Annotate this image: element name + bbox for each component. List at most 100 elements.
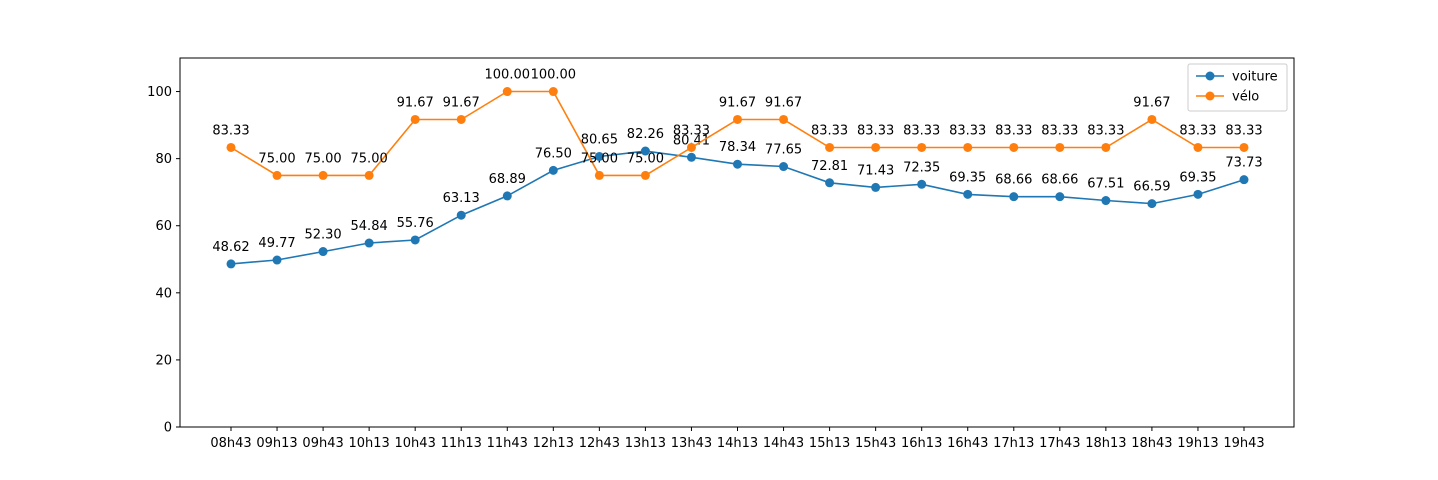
data-label-0: 49.77 [258, 236, 295, 251]
data-label-0: 72.81 [811, 159, 848, 174]
data-label-1: 91.67 [443, 95, 480, 110]
data-label-0: 73.73 [1225, 156, 1262, 171]
data-label-0: 76.50 [535, 146, 572, 161]
data-point-1 [1055, 142, 1065, 152]
data-label-1: 75.00 [258, 151, 295, 166]
data-point-0 [963, 189, 973, 199]
y-tick-label: 60 [155, 219, 172, 234]
data-label-1: 83.33 [857, 123, 894, 138]
data-point-0 [226, 259, 236, 269]
data-point-0 [1101, 196, 1111, 206]
data-label-1: 83.33 [212, 123, 249, 138]
x-tick-label: 09h43 [302, 436, 343, 451]
data-point-1 [548, 87, 558, 97]
x-tick-label: 17h13 [993, 436, 1034, 451]
data-label-0: 48.62 [212, 240, 249, 255]
data-label-0: 55.76 [397, 216, 434, 231]
data-point-0 [686, 152, 696, 162]
data-label-1: 100.00 [531, 68, 577, 83]
data-label-1: 83.33 [673, 123, 710, 138]
data-label-0: 69.35 [1179, 170, 1216, 185]
data-label-0: 52.30 [304, 228, 341, 243]
data-point-1 [456, 114, 466, 124]
data-point-0 [779, 162, 789, 172]
data-label-0: 80.41 [673, 133, 710, 148]
data-label-0: 67.51 [1087, 177, 1124, 192]
data-point-1 [1009, 142, 1019, 152]
data-point-0 [1147, 199, 1157, 209]
x-tick-label: 11h13 [441, 436, 482, 451]
data-point-1 [318, 170, 328, 180]
data-label-1: 75.00 [581, 151, 618, 166]
x-tick-label: 18h13 [1085, 436, 1126, 451]
data-point-0 [364, 238, 374, 248]
data-point-1 [640, 170, 650, 180]
x-tick-label: 13h43 [671, 436, 712, 451]
data-point-1 [779, 114, 789, 124]
data-point-1 [825, 142, 835, 152]
data-label-1: 91.67 [397, 95, 434, 110]
data-point-1 [364, 170, 374, 180]
data-point-0 [733, 159, 742, 169]
x-tick-label: 19h13 [1177, 436, 1218, 451]
data-label-1: 100.00 [485, 68, 531, 83]
data-label-1: 75.00 [304, 151, 341, 166]
data-label-0: 71.43 [857, 163, 894, 178]
x-tick-label: 16h43 [947, 436, 988, 451]
legend-marker-1 [1205, 91, 1215, 101]
data-label-1: 83.33 [949, 123, 986, 138]
data-label-0: 68.66 [1041, 173, 1078, 188]
data-label-0: 82.26 [627, 127, 664, 142]
data-point-0 [1009, 192, 1019, 202]
data-point-0 [825, 178, 835, 188]
data-point-1 [733, 114, 742, 124]
data-point-0 [1193, 189, 1203, 199]
data-label-1: 83.33 [995, 123, 1032, 138]
data-label-1: 83.33 [811, 123, 848, 138]
data-point-0 [594, 151, 604, 161]
data-point-1 [963, 142, 973, 152]
y-tick-label: 100 [147, 85, 172, 100]
data-label-0: 66.59 [1133, 180, 1170, 195]
data-label-0: 68.66 [995, 173, 1032, 188]
data-label-0: 63.13 [443, 191, 480, 206]
data-point-1 [1193, 142, 1203, 152]
x-tick-label: 11h43 [487, 436, 528, 451]
data-point-0 [1239, 175, 1249, 185]
data-point-1 [1147, 114, 1157, 124]
data-point-0 [502, 191, 512, 201]
legend-marker-0 [1205, 71, 1215, 81]
data-point-1 [917, 142, 927, 152]
y-tick-label: 80 [155, 152, 172, 167]
plot-frame [179, 57, 1295, 428]
data-label-1: 91.67 [765, 95, 802, 110]
data-point-1 [594, 170, 604, 180]
data-point-1 [871, 142, 881, 152]
x-tick-label: 15h13 [809, 436, 850, 451]
data-point-0 [1055, 192, 1065, 202]
x-tick-label: 19h43 [1223, 436, 1264, 451]
legend: voiture vélo [1187, 63, 1288, 112]
data-point-0 [318, 247, 328, 257]
x-tick-label: 10h43 [395, 436, 436, 451]
x-tick-label: 13h13 [625, 436, 666, 451]
data-point-1 [410, 114, 420, 124]
data-label-1: 83.33 [1087, 123, 1124, 138]
data-label-0: 69.35 [949, 170, 986, 185]
x-tick-label: 18h43 [1131, 436, 1172, 451]
data-point-1 [1101, 142, 1111, 152]
data-label-0: 78.34 [719, 140, 756, 155]
data-point-1 [272, 170, 282, 180]
x-tick-label: 14h43 [763, 436, 804, 451]
data-label-0: 80.65 [581, 132, 618, 147]
data-label-0: 68.89 [489, 172, 526, 187]
data-point-0 [871, 182, 881, 192]
x-tick-label: 08h43 [210, 436, 251, 451]
x-tick-label: 14h13 [717, 436, 758, 451]
data-label-1: 83.33 [1179, 123, 1216, 138]
data-point-1 [226, 142, 236, 152]
x-tick-label: 15h43 [855, 436, 896, 451]
data-point-1 [502, 87, 512, 97]
data-point-1 [686, 142, 696, 152]
